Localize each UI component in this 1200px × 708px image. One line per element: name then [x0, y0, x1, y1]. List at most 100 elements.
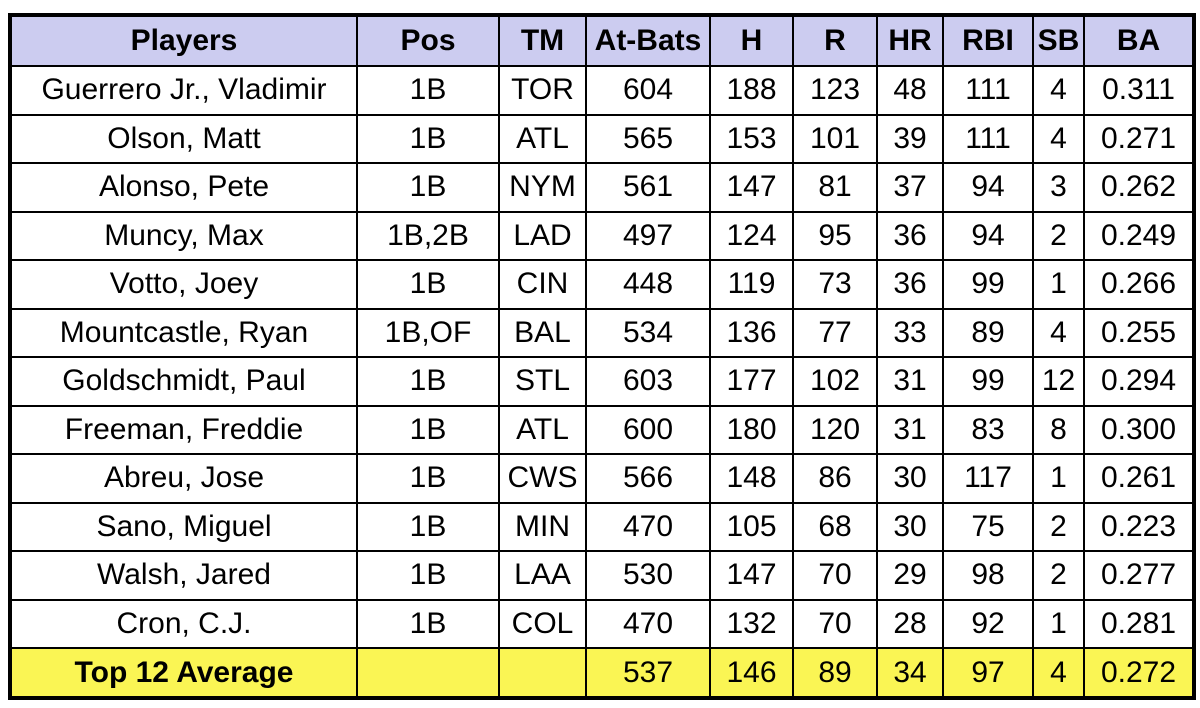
table-cell-rbi: 94 — [942, 162, 1034, 213]
table-cell-rbi: 89 — [942, 307, 1034, 358]
table-cell-r: 70 — [792, 598, 878, 649]
table-cell-players: Freeman, Freddie — [9, 404, 358, 455]
table-body: Guerrero Jr., Vladimir 1B TOR 604 188 123 48 11… — [9, 65, 1195, 649]
table-cell-hr: 29 — [876, 550, 944, 601]
table-cell-tm: COL — [498, 598, 587, 649]
footer-cell-sb: 4 — [1032, 647, 1085, 699]
table-cell-ba: 0.294 — [1083, 356, 1195, 407]
table-cell-pos: 1B — [356, 404, 500, 455]
table-cell-h: 148 — [709, 453, 794, 504]
table-cell-hr: 36 — [876, 210, 944, 261]
table-cell-hr: 33 — [876, 307, 944, 358]
table-cell-h: 136 — [709, 307, 794, 358]
table-cell-hr: 39 — [876, 113, 944, 164]
table-cell-sb: 2 — [1032, 501, 1085, 552]
table-cell-hr: 31 — [876, 404, 944, 455]
table-cell-at-bats: 561 — [585, 162, 711, 213]
table-cell-rbi: 111 — [942, 65, 1034, 116]
footer-cell-pos — [356, 647, 500, 699]
table-cell-tm: TOR — [498, 65, 587, 116]
table-cell-at-bats: 600 — [585, 404, 711, 455]
table-cell-pos: 1B,OF — [356, 307, 500, 358]
table-cell-players: Olson, Matt — [9, 113, 358, 164]
table-cell-tm: CIN — [498, 259, 587, 310]
header-cell-hr: HR — [876, 14, 944, 67]
table-cell-h: 153 — [709, 113, 794, 164]
header-cell-players: Players — [9, 14, 358, 67]
table-cell-ba: 0.277 — [1083, 550, 1195, 601]
table-cell-pos: 1B,2B — [356, 210, 500, 261]
table-cell-players: Cron, C.J. — [9, 598, 358, 649]
table-cell-ba: 0.223 — [1083, 501, 1195, 552]
footer-cell-hr: 34 — [876, 647, 944, 699]
table-cell-players: Sano, Miguel — [9, 501, 358, 552]
table-cell-rbi: 92 — [942, 598, 1034, 649]
header-cell-at-bats: At-Bats — [585, 14, 711, 67]
table-cell-players: Votto, Joey — [9, 259, 358, 310]
table-cell-ba: 0.281 — [1083, 598, 1195, 649]
table-cell-h: 132 — [709, 598, 794, 649]
footer-cell-h: 146 — [709, 647, 794, 699]
table-cell-rbi: 111 — [942, 113, 1034, 164]
table-cell-hr: 30 — [876, 453, 944, 504]
table-cell-tm: MIN — [498, 501, 587, 552]
table-cell-h: 188 — [709, 65, 794, 116]
table-cell-hr: 28 — [876, 598, 944, 649]
table-cell-r: 95 — [792, 210, 878, 261]
table-cell-tm: CWS — [498, 453, 587, 504]
table-cell-pos: 1B — [356, 113, 500, 164]
header-row: Players Pos TM At-Bats H R HR RBI SB BA — [9, 14, 1195, 67]
table-row: Alonso, Pete 1B NYM 561 147 81 37 94 3 0.262 — [9, 162, 1195, 213]
table-cell-sb: 3 — [1032, 162, 1085, 213]
table-row: Freeman, Freddie 1B ATL 600 180 120 31 83 8 0.300 — [9, 404, 1195, 455]
table-cell-h: 147 — [709, 162, 794, 213]
table-row: Votto, Joey 1B CIN 448 119 73 36 99 1 0.266 — [9, 259, 1195, 310]
table-cell-sb: 4 — [1032, 65, 1085, 116]
table-cell-sb: 1 — [1032, 259, 1085, 310]
header-cell-ba: BA — [1083, 14, 1195, 67]
table-cell-h: 180 — [709, 404, 794, 455]
table-cell-players: Guerrero Jr., Vladimir — [9, 65, 358, 116]
table-cell-rbi: 99 — [942, 356, 1034, 407]
table-cell-pos: 1B — [356, 550, 500, 601]
table-cell-pos: 1B — [356, 356, 500, 407]
table-cell-r: 73 — [792, 259, 878, 310]
table-cell-sb: 4 — [1032, 307, 1085, 358]
table-cell-sb: 2 — [1032, 210, 1085, 261]
table-cell-ba: 0.271 — [1083, 113, 1195, 164]
table-cell-at-bats: 448 — [585, 259, 711, 310]
table-cell-r: 81 — [792, 162, 878, 213]
table-cell-ba: 0.262 — [1083, 162, 1195, 213]
table-cell-hr: 37 — [876, 162, 944, 213]
table-cell-tm: NYM — [498, 162, 587, 213]
table-cell-at-bats: 603 — [585, 356, 711, 407]
table-cell-hr: 48 — [876, 65, 944, 116]
footer-cell-tm — [498, 647, 587, 699]
table-cell-pos: 1B — [356, 259, 500, 310]
table-cell-players: Mountcastle, Ryan — [9, 307, 358, 358]
footer-cell-ba: 0.272 — [1083, 647, 1195, 699]
header-cell-pos: Pos — [356, 14, 500, 67]
table-cell-r: 120 — [792, 404, 878, 455]
table-cell-hr: 36 — [876, 259, 944, 310]
table-cell-sb: 12 — [1032, 356, 1085, 407]
table-cell-pos: 1B — [356, 162, 500, 213]
table-cell-sb: 8 — [1032, 404, 1085, 455]
table-cell-ba: 0.300 — [1083, 404, 1195, 455]
table-cell-h: 124 — [709, 210, 794, 261]
table-cell-players: Goldschmidt, Paul — [9, 356, 358, 407]
table-cell-rbi: 117 — [942, 453, 1034, 504]
footer-row: Top 12 Average 537 146 89 34 97 4 0.272 — [9, 647, 1195, 699]
table-cell-hr: 30 — [876, 501, 944, 552]
table-cell-ba: 0.311 — [1083, 65, 1195, 116]
table-cell-r: 102 — [792, 356, 878, 407]
table-cell-pos: 1B — [356, 501, 500, 552]
table-cell-players: Muncy, Max — [9, 210, 358, 261]
stats-table: Players Pos TM At-Bats H R HR RBI SB BA Guerrero … — [8, 13, 1196, 700]
table-cell-rbi: 94 — [942, 210, 1034, 261]
table-cell-players: Abreu, Jose — [9, 453, 358, 504]
table-cell-hr: 31 — [876, 356, 944, 407]
header-cell-tm: TM — [498, 14, 587, 67]
table-cell-tm: LAA — [498, 550, 587, 601]
